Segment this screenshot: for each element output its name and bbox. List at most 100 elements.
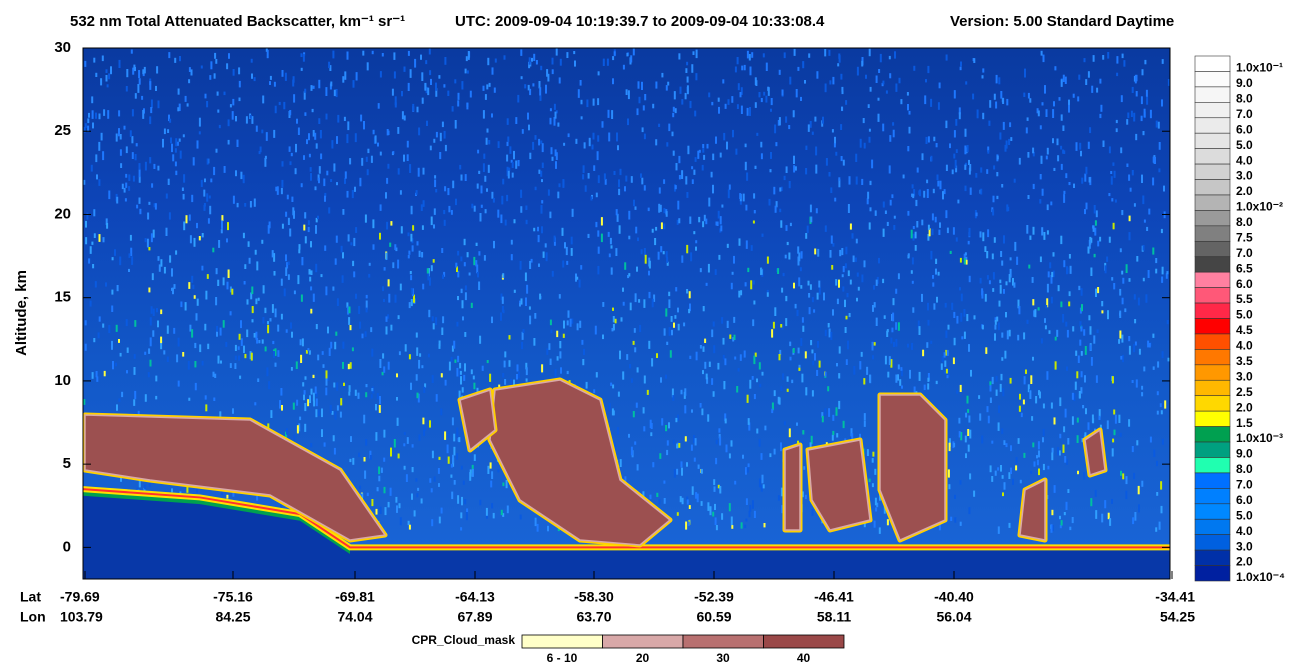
backscatter-noise [824, 408, 827, 416]
backscatter-noise [461, 81, 464, 90]
backscatter-noise [480, 185, 483, 194]
backscatter-noise [814, 353, 816, 361]
backscatter-noise [780, 186, 783, 191]
backscatter-noise [1003, 235, 1005, 244]
backscatter-noise [744, 282, 747, 287]
backscatter-noise [761, 371, 764, 376]
backscatter-noise [876, 276, 879, 284]
backscatter-noise [681, 255, 684, 263]
backscatter-noise [438, 344, 441, 349]
backscatter-noise [491, 316, 493, 324]
backscatter-noise [717, 362, 720, 370]
backscatter-noise [663, 498, 666, 504]
backscatter-noise [719, 216, 722, 225]
backscatter-noise [1015, 457, 1018, 464]
backscatter-noise [460, 174, 463, 181]
backscatter-noise [767, 87, 770, 96]
backscatter-noise [1045, 155, 1048, 160]
backscatter-noise [892, 122, 895, 126]
backscatter-noise [625, 175, 628, 182]
backscatter-noise [714, 517, 717, 525]
backscatter-noise [958, 112, 961, 120]
backscatter-noise [877, 97, 880, 101]
backscatter-noise [97, 332, 100, 339]
backscatter-noise [1031, 416, 1034, 421]
backscatter-noise [490, 480, 493, 488]
backscatter-noise [887, 371, 890, 378]
backscatter-noise [1036, 459, 1039, 466]
backscatter-noise [1091, 85, 1094, 93]
backscatter-noise [1057, 447, 1059, 456]
backscatter-noise [365, 156, 368, 162]
backscatter-noise [411, 288, 414, 297]
backscatter-noise [861, 60, 864, 67]
backscatter-noise [102, 237, 105, 243]
backscatter-noise [761, 233, 764, 237]
backscatter-noise [506, 505, 509, 514]
backscatter-noise [642, 491, 645, 500]
backscatter-noise [756, 132, 759, 136]
backscatter-noise [788, 252, 791, 260]
backscatter-noise [532, 141, 535, 150]
backscatter-noise [236, 139, 239, 147]
backscatter-noise [1003, 289, 1005, 294]
chart-subtitle: UTC: 2009-09-04 10:19:39.7 to 2009-09-04… [455, 13, 825, 30]
backscatter-noise [452, 180, 455, 189]
backscatter-noise [565, 246, 568, 256]
backscatter-noise [989, 381, 992, 386]
backscatter-noise [643, 248, 646, 257]
backscatter-noise [422, 417, 425, 425]
backscatter-noise [831, 434, 834, 441]
backscatter-noise [1046, 204, 1049, 211]
backscatter-noise [549, 358, 552, 365]
backscatter-noise [375, 508, 378, 515]
backscatter-noise [527, 112, 529, 120]
backscatter-noise [913, 189, 916, 197]
backscatter-noise [944, 302, 947, 308]
backscatter-noise [534, 135, 537, 140]
backscatter-noise [893, 225, 896, 230]
backscatter-noise [1042, 54, 1045, 63]
backscatter-noise [908, 126, 911, 134]
backscatter-noise [867, 191, 870, 199]
backscatter-noise [798, 367, 801, 371]
backscatter-noise [1060, 114, 1063, 121]
backscatter-noise [973, 490, 976, 497]
backscatter-noise [227, 269, 230, 278]
backscatter-noise [83, 179, 86, 185]
backscatter-noise [666, 261, 669, 266]
backscatter-noise [800, 285, 803, 289]
backscatter-noise [1126, 119, 1129, 125]
backscatter-noise [469, 469, 472, 477]
backscatter-noise [352, 457, 355, 465]
backscatter-noise [1135, 74, 1138, 82]
backscatter-noise [832, 414, 835, 421]
backscatter-noise [985, 347, 988, 354]
backscatter-noise [310, 85, 313, 91]
backscatter-noise [1038, 468, 1040, 476]
backscatter-noise [1113, 283, 1116, 290]
backscatter-noise [1135, 379, 1138, 388]
backscatter-noise [927, 302, 929, 311]
backscatter-noise [487, 57, 490, 66]
backscatter-noise [289, 110, 292, 116]
backscatter-noise [101, 55, 104, 62]
backscatter-noise [1153, 449, 1156, 457]
backscatter-noise [938, 521, 941, 531]
backscatter-noise [745, 498, 748, 505]
backscatter-noise [860, 351, 863, 357]
backscatter-noise [429, 145, 432, 151]
backscatter-noise [361, 333, 364, 339]
backscatter-noise [1155, 120, 1158, 128]
backscatter-noise [1035, 396, 1038, 404]
backscatter-noise [448, 205, 451, 213]
backscatter-noise [945, 210, 948, 219]
backscatter-noise [597, 246, 600, 254]
colorbar-swatch [1194, 179, 1231, 196]
backscatter-noise [680, 389, 683, 395]
backscatter-noise [836, 298, 839, 305]
backscatter-noise [862, 118, 865, 124]
backscatter-noise [998, 77, 1001, 85]
backscatter-noise [634, 293, 637, 303]
backscatter-noise [853, 366, 856, 375]
